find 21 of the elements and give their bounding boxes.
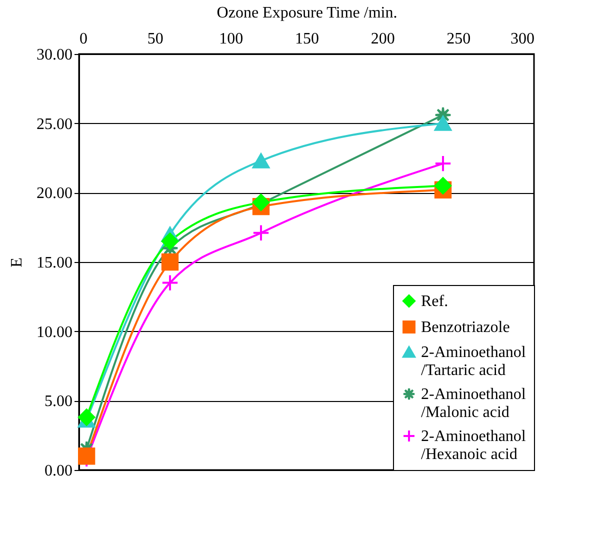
legend-label: 2-Aminoethanol /Hexanoic acid: [421, 428, 526, 463]
x-tick-label: 300: [510, 30, 534, 48]
y-tick-label: 0.00: [44, 462, 72, 480]
y-tick-label: 15.00: [36, 254, 72, 272]
y-tick-label: 20.00: [36, 185, 72, 202]
x-tick-label: 250: [446, 30, 471, 48]
y-tick-label: 10.00: [36, 324, 72, 341]
x-tick-label: 200: [370, 30, 395, 48]
y-tick-label: 25.00: [36, 116, 72, 133]
legend-label: 2-Aminoethanol /Malonic acid: [421, 386, 526, 421]
y-axis-title: E: [8, 258, 26, 268]
y-tick-label: 30.00: [36, 46, 72, 64]
x-tick-label: 0: [80, 30, 88, 48]
legend-label: Ref.: [421, 293, 448, 310]
y-tick-label: 5.00: [44, 393, 72, 410]
legend-label: 2-Aminoethanol /Tartaric acid: [421, 344, 526, 379]
x-axis-title: Ozone Exposure Time /min.: [216, 4, 398, 22]
x-tick-label: 50: [147, 30, 164, 48]
legend-label: Benzotriazole: [421, 319, 510, 336]
x-tick-label: 100: [219, 30, 244, 48]
x-tick-label: 150: [295, 30, 319, 48]
